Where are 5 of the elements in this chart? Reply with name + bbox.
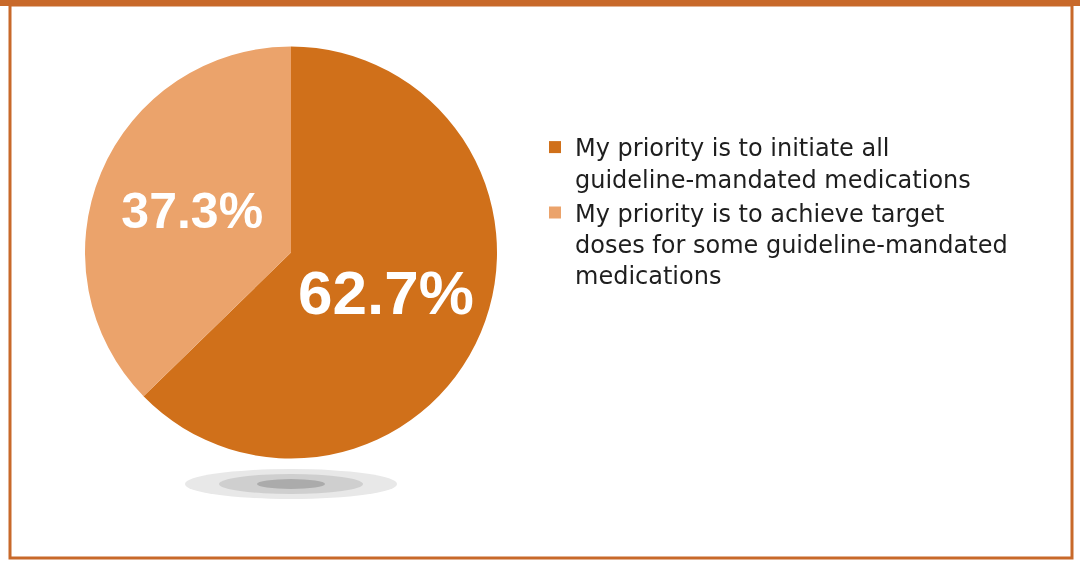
legend-label: My priority is to achieve target doses for some guideline-mandated medications [575, 199, 1008, 291]
data-label: 37.3% [121, 182, 264, 239]
data-label: 62.7% [298, 258, 474, 328]
pie-slice [85, 46, 291, 397]
legend-label: My priority is to initiate all guideline-mandated medications [575, 134, 971, 194]
